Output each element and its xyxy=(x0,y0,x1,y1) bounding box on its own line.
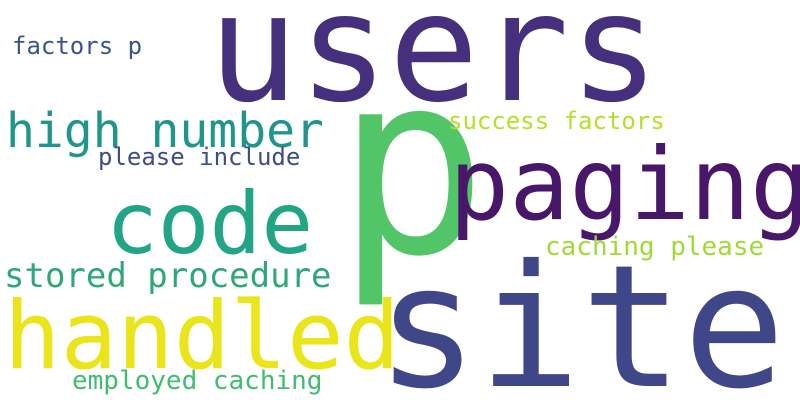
word-p: p xyxy=(336,19,488,312)
word-factors-p: factors p xyxy=(12,32,143,60)
word-paging: paging xyxy=(449,126,800,243)
word-site: site xyxy=(376,229,786,400)
word-handled: handled xyxy=(4,282,401,391)
word-caching-please: caching please xyxy=(545,232,765,262)
word-success-factors: success factors xyxy=(448,107,665,135)
word-high-number: high number xyxy=(6,103,324,159)
word-stored-procedure: stored procedure xyxy=(4,256,332,296)
word-employed-caching: employed caching xyxy=(72,366,323,396)
word-please-include: please include xyxy=(98,143,301,171)
word-users: users xyxy=(208,0,660,136)
word-code: code xyxy=(106,174,314,274)
